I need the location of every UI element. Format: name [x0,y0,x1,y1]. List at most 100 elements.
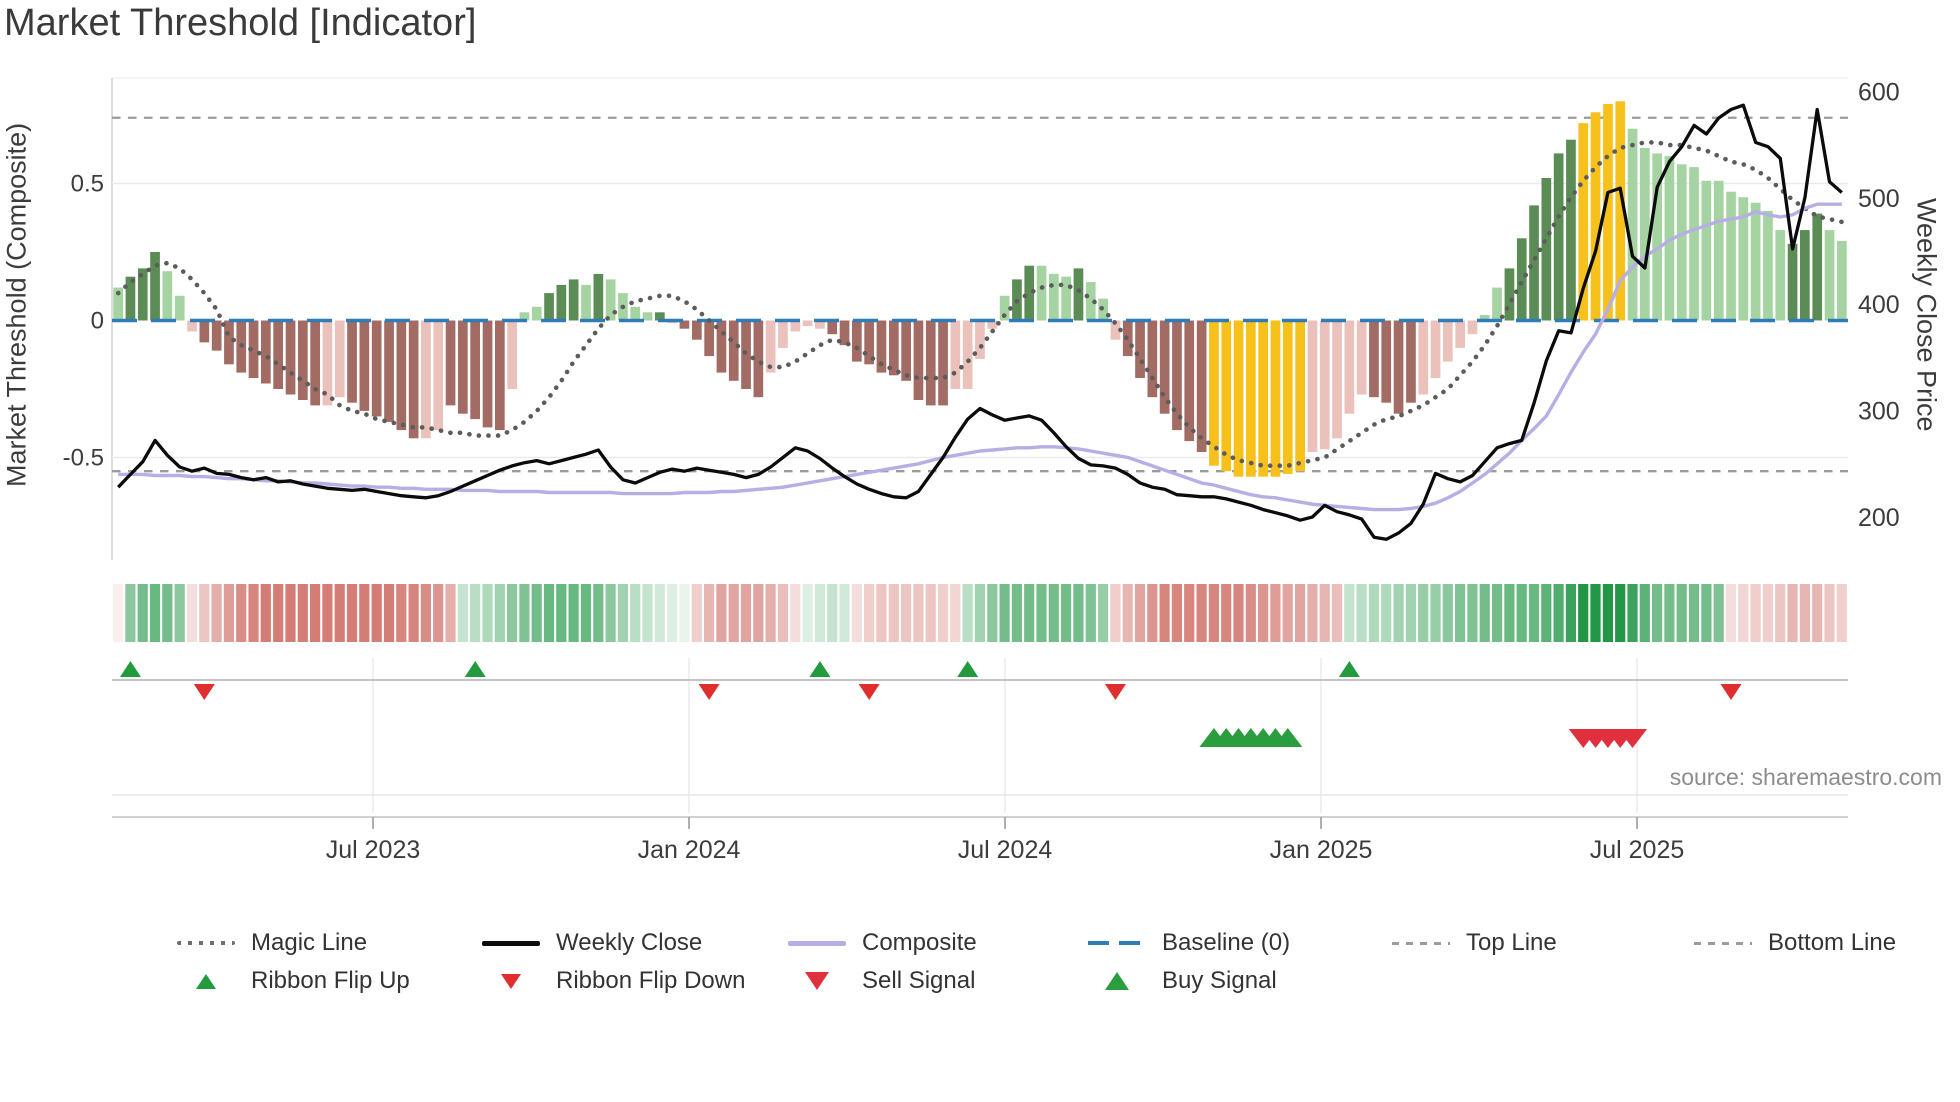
ribbon-cell [1221,584,1232,642]
threshold-bar [1319,320,1330,450]
flip-down-triangle-icon [480,973,542,989]
threshold-bar [889,320,899,376]
threshold-bar [1787,243,1798,321]
threshold-bar [1356,320,1367,395]
threshold-bar [1578,123,1589,321]
threshold-bar [1701,180,1712,321]
ribbon-cell [1738,584,1749,642]
ribbon-cell [617,584,628,642]
ribbon-cell [1516,584,1527,642]
threshold-bar [1479,315,1490,321]
ribbon-cell [1147,584,1158,642]
ribbon-cell [470,584,481,642]
threshold-bar [913,320,924,400]
threshold-bar [1775,230,1786,321]
ribbon-cell [149,584,161,642]
threshold-bar [925,320,936,406]
ribbon-cell [494,584,505,642]
ribbon-cell [310,584,321,642]
threshold-bar [347,320,357,403]
svg-text:400: 400 [1858,291,1900,319]
ribbon-flip-up-marker [957,661,979,677]
ribbon-cell [359,584,370,642]
ribbon-flip-up-marker [464,661,486,677]
threshold-bar [1603,104,1613,321]
ribbon-cell [1122,584,1133,642]
page-title: Market Threshold [Indicator] [4,2,477,44]
threshold-bar [285,320,296,395]
ribbon-cell [1713,584,1724,642]
buy-signal-triangle-icon [1086,972,1148,990]
ribbon-cell [1590,584,1601,642]
threshold-bar [1393,320,1404,414]
threshold-bar [876,320,887,373]
ribbon-cell [322,584,333,642]
threshold-bar [1147,320,1158,398]
threshold-bar [975,320,985,359]
ribbon-cell [999,584,1010,642]
ribbon-cell [1627,584,1638,642]
threshold-bar [802,320,813,326]
ribbon-cell [1110,584,1121,642]
threshold-bar [827,320,838,335]
ribbon-cell [1381,584,1392,642]
threshold-bar [1504,268,1515,321]
ribbon-cell [1171,584,1182,642]
threshold-bar [1430,320,1441,378]
ribbon-cell [211,584,222,642]
ribbon-cell [1467,584,1478,642]
ribbon-cell [1024,584,1035,642]
threshold-bar [950,320,961,389]
threshold-bar [1332,320,1342,439]
ribbon-cell [1836,584,1847,642]
ribbon-cell [1319,584,1330,642]
ribbon-cell [1344,584,1355,642]
threshold-bar [1307,320,1318,452]
ribbon-cell [162,584,173,642]
top-bottom-lines [112,116,1848,473]
ribbon-cell [790,584,801,642]
threshold-bar [568,279,579,321]
ribbon-cell [1307,584,1318,642]
threshold-bar [1258,320,1268,477]
threshold-bar [815,320,825,329]
threshold-bar [1837,241,1847,321]
threshold-bar [162,271,173,321]
threshold-bar [778,320,788,348]
threshold-bar [458,320,468,414]
ribbon-cell [1492,584,1503,642]
threshold-bar [1800,230,1810,321]
legend-item-sell-signal: Sell Signal [786,964,975,998]
composite-line [118,202,1842,512]
ribbon-cell [1775,584,1786,642]
weekly-close-line [117,103,1843,541]
ribbon-cell [765,584,776,642]
ribbon-cell [383,584,395,642]
ribbon-cell [408,584,419,642]
threshold-bar [137,268,148,321]
threshold-bar [1295,320,1305,472]
threshold-bar [273,320,283,389]
ribbon-cell [839,584,850,642]
svg-text:300: 300 [1858,398,1900,426]
threshold-bar [150,252,160,321]
ribbon-cell [740,584,752,642]
ribbon-cell [1258,584,1269,642]
ribbon-cell [137,584,148,642]
threshold-bar [593,273,604,321]
ribbon-heatmap [113,584,1847,642]
svg-text:500: 500 [1858,185,1900,213]
baseline-swatch-icon [1086,941,1148,945]
threshold-bar [113,287,123,321]
threshold-bar [790,320,801,332]
ribbon-cell [1159,584,1170,642]
threshold-bar [482,320,493,428]
ribbon-cell [556,584,567,642]
ribbon-cell [285,584,296,642]
legend-item-magic-line: Magic Line [175,926,367,960]
ribbon-cell [186,584,198,642]
ribbon-cell [113,584,124,642]
ribbon-cell [630,584,641,642]
ribbon-cell [1368,584,1379,642]
ribbon-cell [1430,584,1441,642]
